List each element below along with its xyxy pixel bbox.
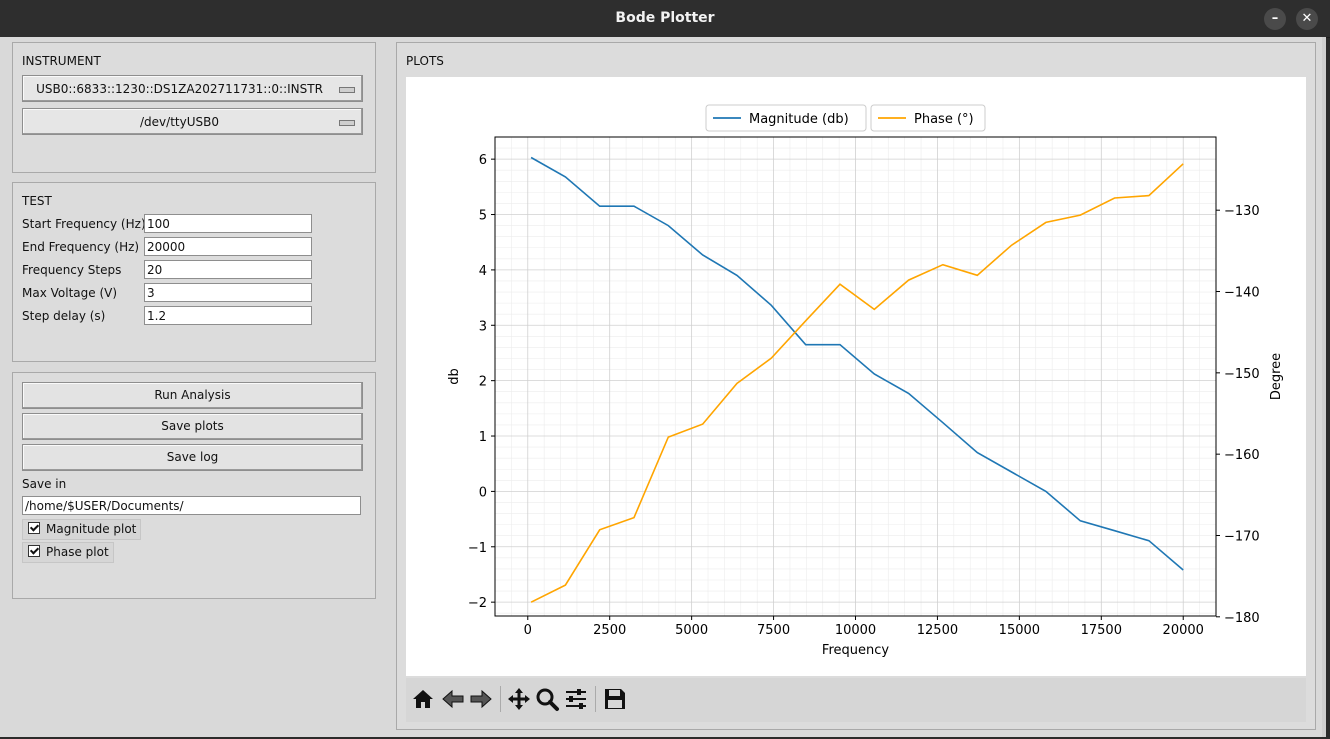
x-tick-label: 12500 [917, 623, 958, 638]
right-y-axis-label: Degree [1269, 353, 1284, 400]
max-voltage-input[interactable]: 3 [144, 283, 312, 302]
x-tick-label: 17500 [1081, 623, 1122, 638]
y-tick-label: 2 [479, 375, 487, 390]
right-y-tick-label: −170 [1224, 529, 1260, 544]
right-y-tick-label: −130 [1224, 204, 1260, 219]
y-tick-label: −1 [468, 541, 487, 556]
step-delay-input[interactable]: 1.2 [144, 306, 312, 325]
actions-frame: Run Analysis Save plots Save log Save in… [12, 372, 376, 599]
right-y-tick-label: −160 [1224, 448, 1260, 463]
x-tick-label: 2500 [593, 623, 626, 638]
y-tick-label: 0 [479, 485, 487, 500]
magnitude-plot-label: Magnitude plot [46, 522, 137, 536]
save-icon[interactable] [602, 686, 628, 712]
y-tick-label: 6 [479, 153, 487, 168]
x-tick-label: 0 [524, 623, 532, 638]
start-frequency-input[interactable]: 100 [144, 214, 312, 233]
right-y-tick-label: −180 [1224, 611, 1260, 626]
legend-box [870, 104, 986, 132]
phase-plot-label: Phase plot [46, 545, 109, 559]
toolbar-separator [595, 686, 596, 712]
magnitude-series-line [530, 156, 1184, 571]
back-arrow-icon[interactable] [440, 686, 466, 712]
x-tick-label: 7500 [757, 623, 790, 638]
serial-port-select[interactable]: /dev/ttyUSB0 [22, 108, 363, 135]
legend-entry: Phase (°) [914, 112, 974, 127]
zoom-icon[interactable] [534, 686, 560, 712]
scope-device-value: USB0::6833::1230::DS1ZA202711731::0::INS… [36, 82, 323, 96]
y-axis-label: db [447, 368, 462, 385]
instrument-label: INSTRUMENT [22, 54, 101, 68]
toolbar-separator [500, 686, 501, 712]
forward-arrow-icon[interactable] [468, 686, 494, 712]
pan-icon[interactable] [506, 686, 532, 712]
bode-chart: 0 2500 5000 7500 10000 12500 15000 17500 20000 −2… [447, 104, 1284, 658]
save-path-input[interactable]: /home/$USER/Documents/ [22, 496, 361, 515]
plots-label: PLOTS [406, 54, 444, 68]
frequency-steps-input[interactable]: 20 [144, 260, 312, 279]
right-y-tick-label: −150 [1224, 367, 1260, 382]
serial-port-value: /dev/ttyUSB0 [140, 115, 219, 129]
x-tick-label: 15000 [999, 623, 1040, 638]
start-frequency-label: Start Frequency (Hz) [22, 217, 146, 231]
step-delay-label: Step delay (s) [22, 309, 106, 323]
title-bar: Bode Plotter – ✕ [0, 0, 1330, 38]
phase-plot-checkbox[interactable]: Phase plot [22, 542, 114, 563]
plots-frame: PLOTS 0 2500 5000 7500 10000 12500 15000 17500 2… [396, 42, 1316, 730]
test-frame: TEST Start Frequency (Hz) 100 End Freque… [12, 182, 376, 362]
home-icon[interactable] [410, 686, 436, 712]
y-tick-label: 3 [479, 319, 487, 334]
instrument-frame: INSTRUMENT USB0::6833::1230::DS1ZA202711… [12, 42, 376, 173]
legend-entry: Magnitude (db) [749, 112, 849, 127]
phase-series-line [530, 163, 1184, 603]
save-in-label: Save in [22, 477, 67, 491]
plot-canvas[interactable]: 0 2500 5000 7500 10000 12500 15000 17500 20000 −2… [406, 77, 1306, 676]
option-menu-indicator-icon [339, 87, 355, 93]
right-y-tick-label: −140 [1224, 286, 1260, 301]
save-plots-button[interactable]: Save plots [22, 413, 363, 440]
window-title: Bode Plotter [615, 10, 715, 26]
minimize-button[interactable]: – [1264, 8, 1286, 30]
save-log-button[interactable]: Save log [22, 444, 363, 471]
run-analysis-button[interactable]: Run Analysis [22, 382, 363, 409]
y-tick-label: 4 [479, 264, 487, 279]
frequency-steps-label: Frequency Steps [22, 263, 122, 277]
plot-toolbar [406, 678, 1306, 722]
y-tick-label: 5 [479, 209, 487, 224]
y-tick-label: −2 [468, 596, 487, 611]
legend-box [705, 104, 867, 132]
end-frequency-input[interactable]: 20000 [144, 237, 312, 256]
x-tick-label: 10000 [835, 623, 876, 638]
y-tick-label: 1 [479, 430, 487, 445]
close-button[interactable]: ✕ [1296, 8, 1318, 30]
configure-subplots-icon[interactable] [563, 686, 589, 712]
option-menu-indicator-icon [339, 120, 355, 126]
x-tick-label: 20000 [1163, 623, 1204, 638]
window-scrollbar[interactable] [1322, 37, 1326, 737]
app-window: INSTRUMENT USB0::6833::1230::DS1ZA202711… [0, 37, 1326, 737]
checkbox-checked-icon [28, 522, 40, 534]
scope-device-select[interactable]: USB0::6833::1230::DS1ZA202711731::0::INS… [22, 75, 363, 102]
end-frequency-label: End Frequency (Hz) [22, 240, 140, 254]
x-axis-label: Frequency [822, 643, 889, 658]
magnitude-plot-checkbox[interactable]: Magnitude plot [22, 519, 142, 540]
test-label: TEST [22, 194, 52, 208]
x-tick-label: 5000 [675, 623, 708, 638]
checkbox-checked-icon [28, 545, 40, 557]
max-voltage-label: Max Voltage (V) [22, 286, 118, 300]
